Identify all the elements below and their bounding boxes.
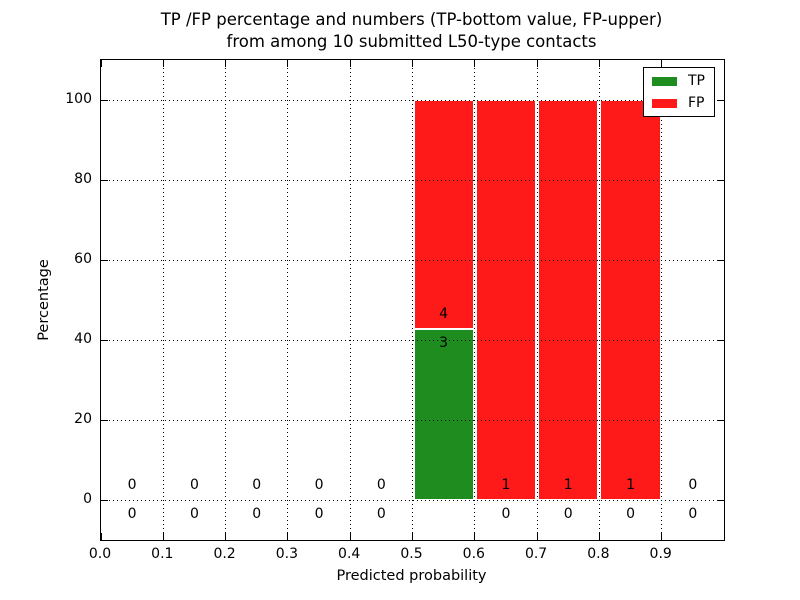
fp-count-label: 0: [688, 477, 698, 494]
y-tick: [717, 339, 724, 341]
x-gridline: [287, 60, 289, 540]
x-tick: [225, 60, 227, 67]
legend-swatch-fp-icon: [652, 98, 677, 108]
y-tick-label: 100: [65, 91, 92, 107]
x-tick-label: 0.7: [524, 546, 548, 562]
chart-title: TP /FP percentage and numbers (TP-bottom…: [100, 9, 723, 53]
legend-swatch-tp-icon: [652, 76, 677, 86]
y-tick-label: 80: [74, 171, 92, 187]
x-tick: [536, 533, 538, 540]
fp-count-label: 4: [439, 305, 449, 322]
x-gridline: [536, 60, 538, 540]
x-tick-label: 0.8: [587, 546, 610, 562]
legend-label-tp: TP: [688, 73, 705, 89]
fp-count-label: 0: [127, 477, 137, 494]
legend-entry-fp: FP: [652, 96, 705, 110]
x-tick-label: 0.0: [88, 546, 112, 562]
x-tick-label: 0.9: [649, 546, 672, 562]
y-tick: [101, 339, 108, 341]
x-gridline: [598, 60, 600, 540]
x-tick: [661, 60, 663, 67]
tp-count-label: 0: [376, 506, 386, 522]
y-tick: [101, 499, 108, 501]
tp-count-label: 0: [252, 506, 262, 522]
x-tick-label: 0.5: [400, 546, 423, 562]
x-gridline: [474, 60, 476, 540]
x-tick: [349, 533, 351, 540]
y-tick-label: 60: [74, 251, 92, 267]
x-tick: [287, 533, 289, 540]
x-tick-label: 0.6: [462, 546, 485, 562]
y-tick: [101, 179, 108, 181]
tp-count-label: 0: [563, 506, 573, 522]
tp-count-label: 0: [626, 506, 636, 522]
y-tick: [717, 419, 724, 421]
y-tick: [101, 419, 108, 421]
y-tick-label: 40: [74, 331, 92, 347]
x-tick: [349, 60, 351, 67]
x-gridline: [349, 60, 351, 540]
legend-entry-tp: TP: [652, 74, 705, 88]
fp-count-label: 0: [376, 477, 386, 494]
x-tick: [412, 533, 413, 540]
fp-count-label: 1: [626, 477, 636, 494]
x-tick: [287, 60, 289, 67]
fp-count-label: 0: [189, 477, 199, 494]
y-tick: [101, 99, 108, 101]
x-tick-label: 0.1: [151, 546, 174, 562]
bar-segment-fp: [600, 100, 661, 500]
fp-count-label: 1: [501, 477, 511, 494]
x-tick: [162, 533, 164, 540]
y-tick: [101, 259, 108, 261]
x-gridline: [162, 60, 164, 540]
tp-count-label: 3: [439, 334, 449, 351]
chart-title-line1: TP /FP percentage and numbers (TP-bottom…: [160, 10, 663, 29]
tp-count-label: 0: [688, 506, 698, 522]
tp-count-label: 0: [127, 506, 137, 522]
x-tick: [225, 533, 227, 540]
y-tick: [717, 179, 724, 181]
x-tick: [100, 533, 102, 540]
y-tick-label: 20: [74, 411, 92, 427]
x-tick: [474, 533, 476, 540]
x-tick: [661, 533, 663, 540]
x-gridline: [225, 60, 227, 540]
x-tick-label: 0.2: [213, 546, 236, 562]
x-tick: [474, 60, 476, 67]
x-tick-label: 0.4: [338, 546, 361, 562]
bar-segment-fp: [413, 100, 474, 329]
x-axis-label: Predicted probability: [336, 568, 487, 584]
x-tick: [598, 533, 600, 540]
bar-segment-fp: [538, 100, 599, 500]
x-tick: [536, 60, 538, 67]
tp-count-label: 0: [501, 506, 511, 522]
x-tick: [162, 60, 164, 67]
bar-segment-fp: [475, 100, 537, 500]
x-tick: [412, 60, 413, 67]
fp-count-label: 0: [314, 477, 324, 494]
fp-count-label: 0: [252, 477, 262, 494]
legend-label-fp: FP: [688, 95, 705, 111]
legend: TP FP: [643, 67, 715, 117]
chart-title-line2: from among 10 submitted L50-type contact…: [226, 32, 597, 51]
bar-segment-tp: [413, 328, 474, 500]
tp-count-label: 0: [314, 506, 324, 522]
fp-count-label: 1: [563, 477, 573, 494]
tp-count-label: 0: [189, 506, 199, 522]
x-tick-label: 0.3: [275, 546, 299, 562]
y-tick: [717, 259, 724, 261]
y-tick-label: 0: [83, 491, 92, 507]
x-gridline: [412, 60, 413, 540]
x-gridline: [661, 60, 663, 540]
y-tick: [717, 99, 724, 101]
y-axis-label: Percentage: [36, 259, 52, 341]
x-tick: [100, 60, 102, 67]
plot-area: 0 0 0 0 0 0 0 0 0 0 4 3 1 0 1 0 1 0 0 0 TP FP: [100, 59, 725, 541]
x-tick: [598, 60, 600, 67]
y-tick: [717, 499, 724, 501]
